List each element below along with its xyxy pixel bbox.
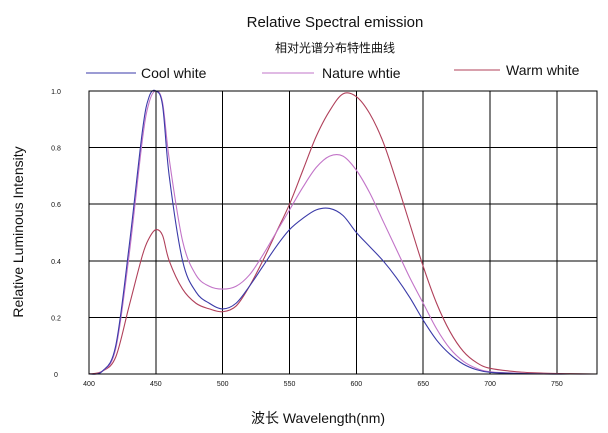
x-tick-label: 750	[551, 381, 563, 388]
chart-title: Relative Spectral emission	[247, 14, 424, 31]
grid	[89, 91, 597, 374]
x-axis-ticks: 400 450 500 550 600 650 700 750	[83, 381, 563, 388]
y-tick-label: 0.8	[51, 146, 61, 153]
y-tick-label: 0.2	[51, 315, 61, 322]
y-tick-label: 0.6	[51, 202, 61, 209]
legend-label-cool-white: Cool white	[141, 65, 207, 81]
series-line-nature-whtie	[88, 90, 598, 375]
series-layer	[88, 89, 598, 375]
x-tick-label: 500	[217, 381, 229, 388]
y-tick-label: 1.0	[51, 89, 61, 96]
legend-label-nature-whtie: Nature whtie	[322, 65, 401, 81]
x-axis-label: 波长 Wavelength(nm)	[251, 410, 385, 426]
chart-subtitle: 相对光谱分布特性曲线	[275, 40, 395, 55]
x-tick-label: 700	[484, 381, 496, 388]
y-tick-label: 0.4	[51, 259, 61, 266]
x-tick-label: 400	[83, 381, 95, 388]
y-axis-label: Relative Luminous Intensity	[10, 146, 26, 317]
legend: Cool white Nature whtie Warm white	[86, 62, 580, 81]
plot-frame	[88, 90, 598, 375]
y-axis-ticks: 0 0.2 0.4 0.6 0.8 1.0	[51, 89, 61, 379]
legend-label-warm-white: Warm white	[506, 62, 580, 78]
series-line-cool-white	[88, 89, 598, 375]
series-line-warm-white	[88, 92, 598, 375]
x-tick-label: 550	[284, 381, 296, 388]
x-tick-label: 650	[417, 381, 429, 388]
y-tick-label: 0	[54, 372, 58, 379]
x-tick-label: 450	[150, 381, 162, 388]
x-tick-label: 600	[351, 381, 363, 388]
